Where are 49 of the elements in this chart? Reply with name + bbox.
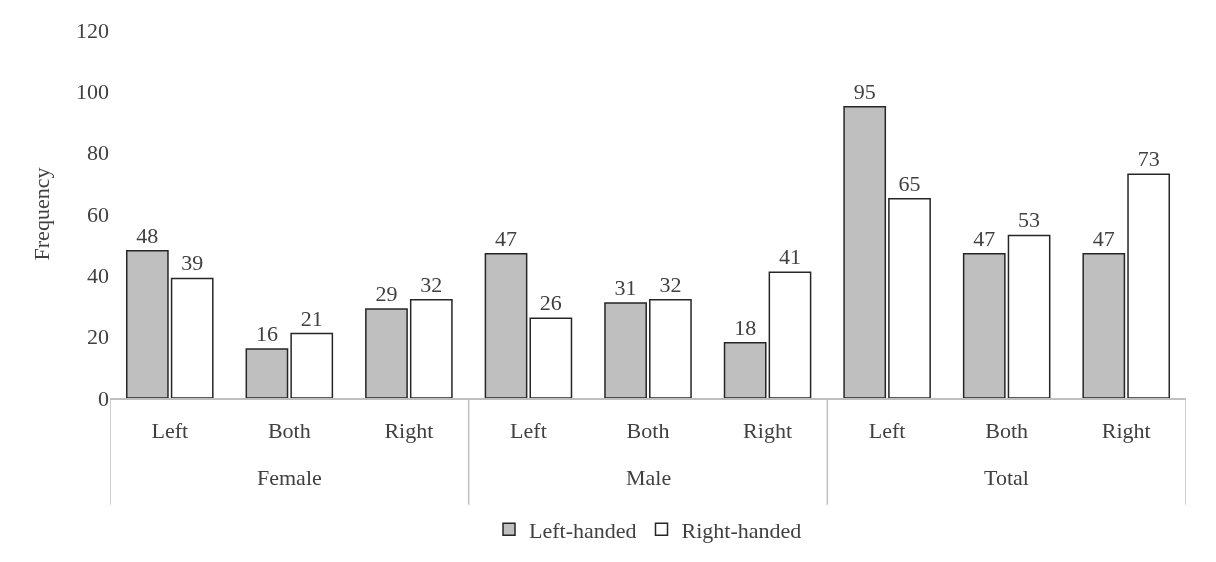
legend-label: Left-handed [529,517,637,543]
y-tick-label: 0 [98,385,109,411]
data-label: 29 [375,281,398,307]
x-tick-label: Right [743,418,793,444]
bar [888,197,931,398]
data-label: 32 [659,271,682,297]
data-label: 47 [1092,225,1115,251]
data-label: 18 [734,314,757,340]
data-label: 32 [420,271,443,297]
x-tick-label: Right [384,418,434,444]
bar [290,332,334,398]
data-label: 26 [539,290,562,316]
data-label: 73 [1137,146,1160,172]
x-tick-label: Both [626,418,670,444]
bar [768,271,812,398]
y-tick-label: 20 [87,324,109,350]
x-tick-label: Both [267,418,311,444]
data-label: 16 [255,320,278,346]
text: Male [626,465,672,490]
data-label: 41 [778,244,801,270]
y-tick-label: 120 [76,17,109,43]
data-label: 47 [495,225,518,251]
bar [529,317,573,398]
bar [1127,173,1171,398]
y-axis-title: Frequency [28,167,54,261]
x-tick-label: Left [510,418,547,444]
data-label: 53 [1018,207,1041,233]
data-label: 95 [853,78,876,104]
data-label: 65 [898,170,921,196]
y-tick-label: 80 [87,140,109,166]
data-label: 47 [973,225,996,251]
bar [409,299,453,398]
data-label: 21 [300,305,323,331]
x-tick-label: Right [1101,418,1151,444]
y-tick-label: 100 [76,79,109,105]
text: Total [984,465,1029,490]
bar [1007,234,1051,398]
legend-label: Right-handed [681,517,802,543]
data-label: 48 [136,222,159,248]
data-label: 39 [181,250,204,276]
x-tick-label: Both [985,418,1029,444]
data-label: 31 [614,274,637,300]
bar [649,299,692,398]
y-tick-label: 40 [87,263,109,289]
y-tick-label: 60 [87,201,109,227]
text: Female [257,465,322,490]
x-tick-label: Left [151,418,189,444]
x-tick-label: Left [868,418,906,444]
bar [170,277,214,398]
